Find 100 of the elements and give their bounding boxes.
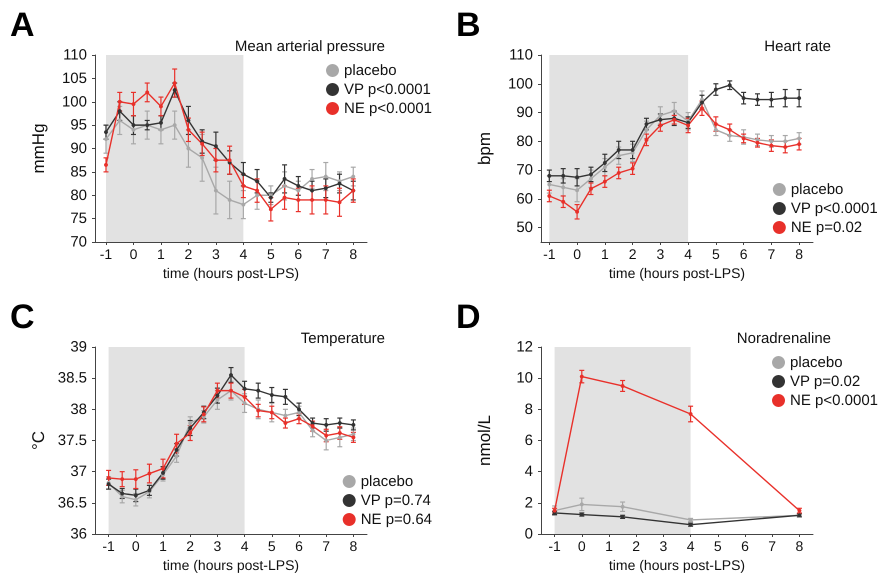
point: [104, 162, 108, 167]
text: C: [10, 298, 35, 336]
y-tick-label: 85: [70, 163, 87, 180]
x-tick-label: 6: [294, 246, 302, 262]
y-axis-title: bpm: [475, 132, 494, 166]
x-tick-label: 7: [767, 246, 776, 262]
y-tick-label: 110: [509, 46, 533, 64]
x-tick-label: 0: [573, 246, 582, 262]
point: [186, 146, 190, 150]
y-tick-label: 6: [524, 432, 533, 449]
x-tick-label: -1: [543, 246, 556, 262]
point: [158, 120, 163, 125]
point: [147, 472, 152, 476]
point: [131, 123, 136, 128]
x-tick-label: 3: [656, 246, 664, 262]
x-tick-label: 3: [214, 538, 222, 554]
point: [283, 394, 288, 399]
y-tick-label: 80: [516, 132, 533, 150]
x-tick-label: 6: [740, 246, 748, 262]
point: [241, 202, 246, 207]
x-tick-label: 2: [184, 246, 193, 262]
x-tick-label: 7: [322, 538, 330, 554]
x-tick-label: 2: [628, 246, 637, 262]
y-tick-label: 60: [516, 190, 533, 208]
x-tick-label: 7: [322, 246, 330, 262]
point: [214, 188, 218, 193]
y-tick-label: 90: [70, 140, 87, 157]
y-tick-label: 12: [516, 338, 533, 356]
chart-title: Temperature: [300, 330, 386, 347]
x-axis-title: time (hours post-LPS): [608, 264, 746, 281]
point: [688, 412, 693, 416]
point: [769, 98, 774, 102]
legend-label: VP p=0.02: [790, 373, 860, 390]
y-axis-title: nmol/L: [475, 414, 494, 466]
x-tick-label: 7: [768, 538, 776, 554]
point: [602, 180, 607, 184]
y-tick-label: 2: [524, 494, 533, 512]
x-tick-label: 4: [239, 246, 248, 262]
y-tick-label: 0: [524, 526, 533, 542]
chart-title: Noradrenaline: [736, 330, 832, 347]
point: [575, 210, 580, 214]
x-tick-label: 8: [350, 538, 358, 554]
point: [561, 185, 566, 190]
point: [282, 176, 287, 181]
point: [200, 142, 204, 146]
x-tick-label: 1: [159, 538, 168, 554]
legend-label: NE p=0.02: [790, 219, 862, 236]
point: [588, 172, 593, 176]
point: [580, 502, 584, 506]
point: [728, 83, 732, 88]
x-tick-label: 8: [795, 246, 804, 262]
point: [172, 123, 177, 128]
y-tick-label: 110: [63, 46, 87, 64]
x-tick-label: -1: [548, 538, 562, 554]
y-tick-label: 38: [70, 400, 87, 418]
legend-label: VP p<0.0001: [790, 200, 878, 217]
x-axis-title: time (hours post-LPS): [162, 264, 300, 281]
point: [575, 188, 580, 192]
point: [630, 148, 635, 152]
point: [104, 130, 108, 134]
legend-label: NE p<0.0001: [344, 100, 432, 117]
x-tick-label: 2: [186, 538, 194, 554]
point: [145, 90, 150, 94]
point: [561, 200, 566, 204]
x-tick-label: 3: [212, 246, 220, 262]
legend-label: placebo: [344, 62, 397, 79]
x-tick-label: 8: [349, 246, 358, 262]
x-tick-label: 4: [240, 538, 249, 554]
y-tick-label: 50: [516, 219, 533, 236]
x-tick-label: 6: [741, 538, 750, 554]
x-tick-label: 5: [714, 538, 722, 554]
y-tick-label: 8: [524, 400, 533, 418]
y-tick-label: 70: [70, 234, 87, 250]
point: [131, 102, 136, 106]
y-tick-label: 36: [70, 526, 87, 542]
y-tick-label: 39: [70, 338, 87, 356]
x-tick-label: 2: [632, 538, 640, 554]
point: [270, 393, 274, 397]
point: [229, 373, 233, 378]
x-tick-label: 1: [600, 246, 609, 262]
point: [755, 98, 760, 102]
legend-label: VP p=0.74: [360, 492, 431, 509]
x-tick-label: 0: [578, 538, 586, 554]
x-tick-label: 5: [268, 538, 276, 554]
y-tick-label: 100: [62, 93, 87, 110]
legend-label: placebo: [360, 473, 414, 490]
point: [228, 198, 232, 202]
y-tick-label: 90: [516, 104, 533, 122]
y-axis-title: mmHg: [29, 123, 48, 174]
x-tick-label: 0: [130, 246, 138, 262]
x-axis-title: time (hours post-LPS): [608, 556, 746, 573]
x-tick-label: 6: [295, 538, 304, 554]
y-tick-label: 75: [70, 210, 87, 228]
x-tick-label: 5: [712, 246, 720, 262]
y-tick-label: 95: [70, 116, 87, 134]
x-axis-title: time (hours post-LPS): [162, 556, 300, 573]
x-tick-label: -1: [100, 246, 112, 262]
point: [228, 158, 232, 162]
legend-label: VP p<0.0001: [344, 81, 431, 98]
point: [324, 434, 328, 438]
